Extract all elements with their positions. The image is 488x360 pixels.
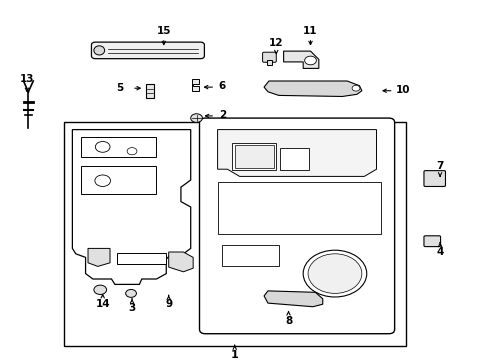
Polygon shape [168, 252, 193, 272]
Bar [81, 137, 156, 157]
Circle shape [190, 114, 202, 122]
Circle shape [304, 56, 316, 65]
Text: 15: 15 [156, 26, 171, 36]
Text: 8: 8 [285, 316, 291, 326]
Polygon shape [192, 79, 199, 91]
FancyBboxPatch shape [423, 236, 440, 247]
Polygon shape [217, 130, 376, 176]
FancyBboxPatch shape [199, 118, 394, 334]
Bar [63, 122, 405, 346]
Text: 3: 3 [128, 303, 135, 313]
Circle shape [351, 85, 359, 91]
Text: 2: 2 [219, 110, 225, 120]
Bar [234, 145, 273, 168]
Circle shape [127, 148, 137, 155]
Bar [279, 148, 308, 170]
Text: 9: 9 [165, 299, 172, 309]
Circle shape [95, 175, 110, 186]
Bar [145, 84, 153, 98]
Polygon shape [264, 291, 322, 307]
Text: 5: 5 [116, 83, 123, 93]
FancyBboxPatch shape [262, 52, 276, 62]
Bar [81, 166, 156, 194]
Circle shape [303, 250, 366, 297]
Polygon shape [283, 51, 318, 68]
Polygon shape [72, 130, 190, 284]
Polygon shape [264, 81, 361, 96]
Bar [266, 60, 271, 65]
Text: 10: 10 [395, 85, 410, 95]
Text: 6: 6 [219, 81, 225, 91]
Bar [217, 182, 381, 234]
Polygon shape [117, 253, 166, 264]
Text: 4: 4 [435, 247, 443, 257]
Ellipse shape [94, 46, 104, 55]
Text: 12: 12 [268, 38, 283, 48]
Polygon shape [88, 248, 110, 266]
Bar [222, 245, 278, 266]
Text: 14: 14 [95, 299, 110, 309]
Circle shape [307, 254, 361, 293]
Text: 11: 11 [303, 26, 317, 36]
Circle shape [95, 141, 110, 152]
Circle shape [125, 289, 136, 297]
Circle shape [94, 285, 106, 294]
FancyBboxPatch shape [423, 171, 445, 186]
Text: 1: 1 [230, 350, 238, 360]
FancyBboxPatch shape [91, 42, 204, 59]
Text: 13: 13 [20, 74, 34, 84]
Bar [232, 143, 276, 170]
Text: 7: 7 [435, 161, 443, 171]
